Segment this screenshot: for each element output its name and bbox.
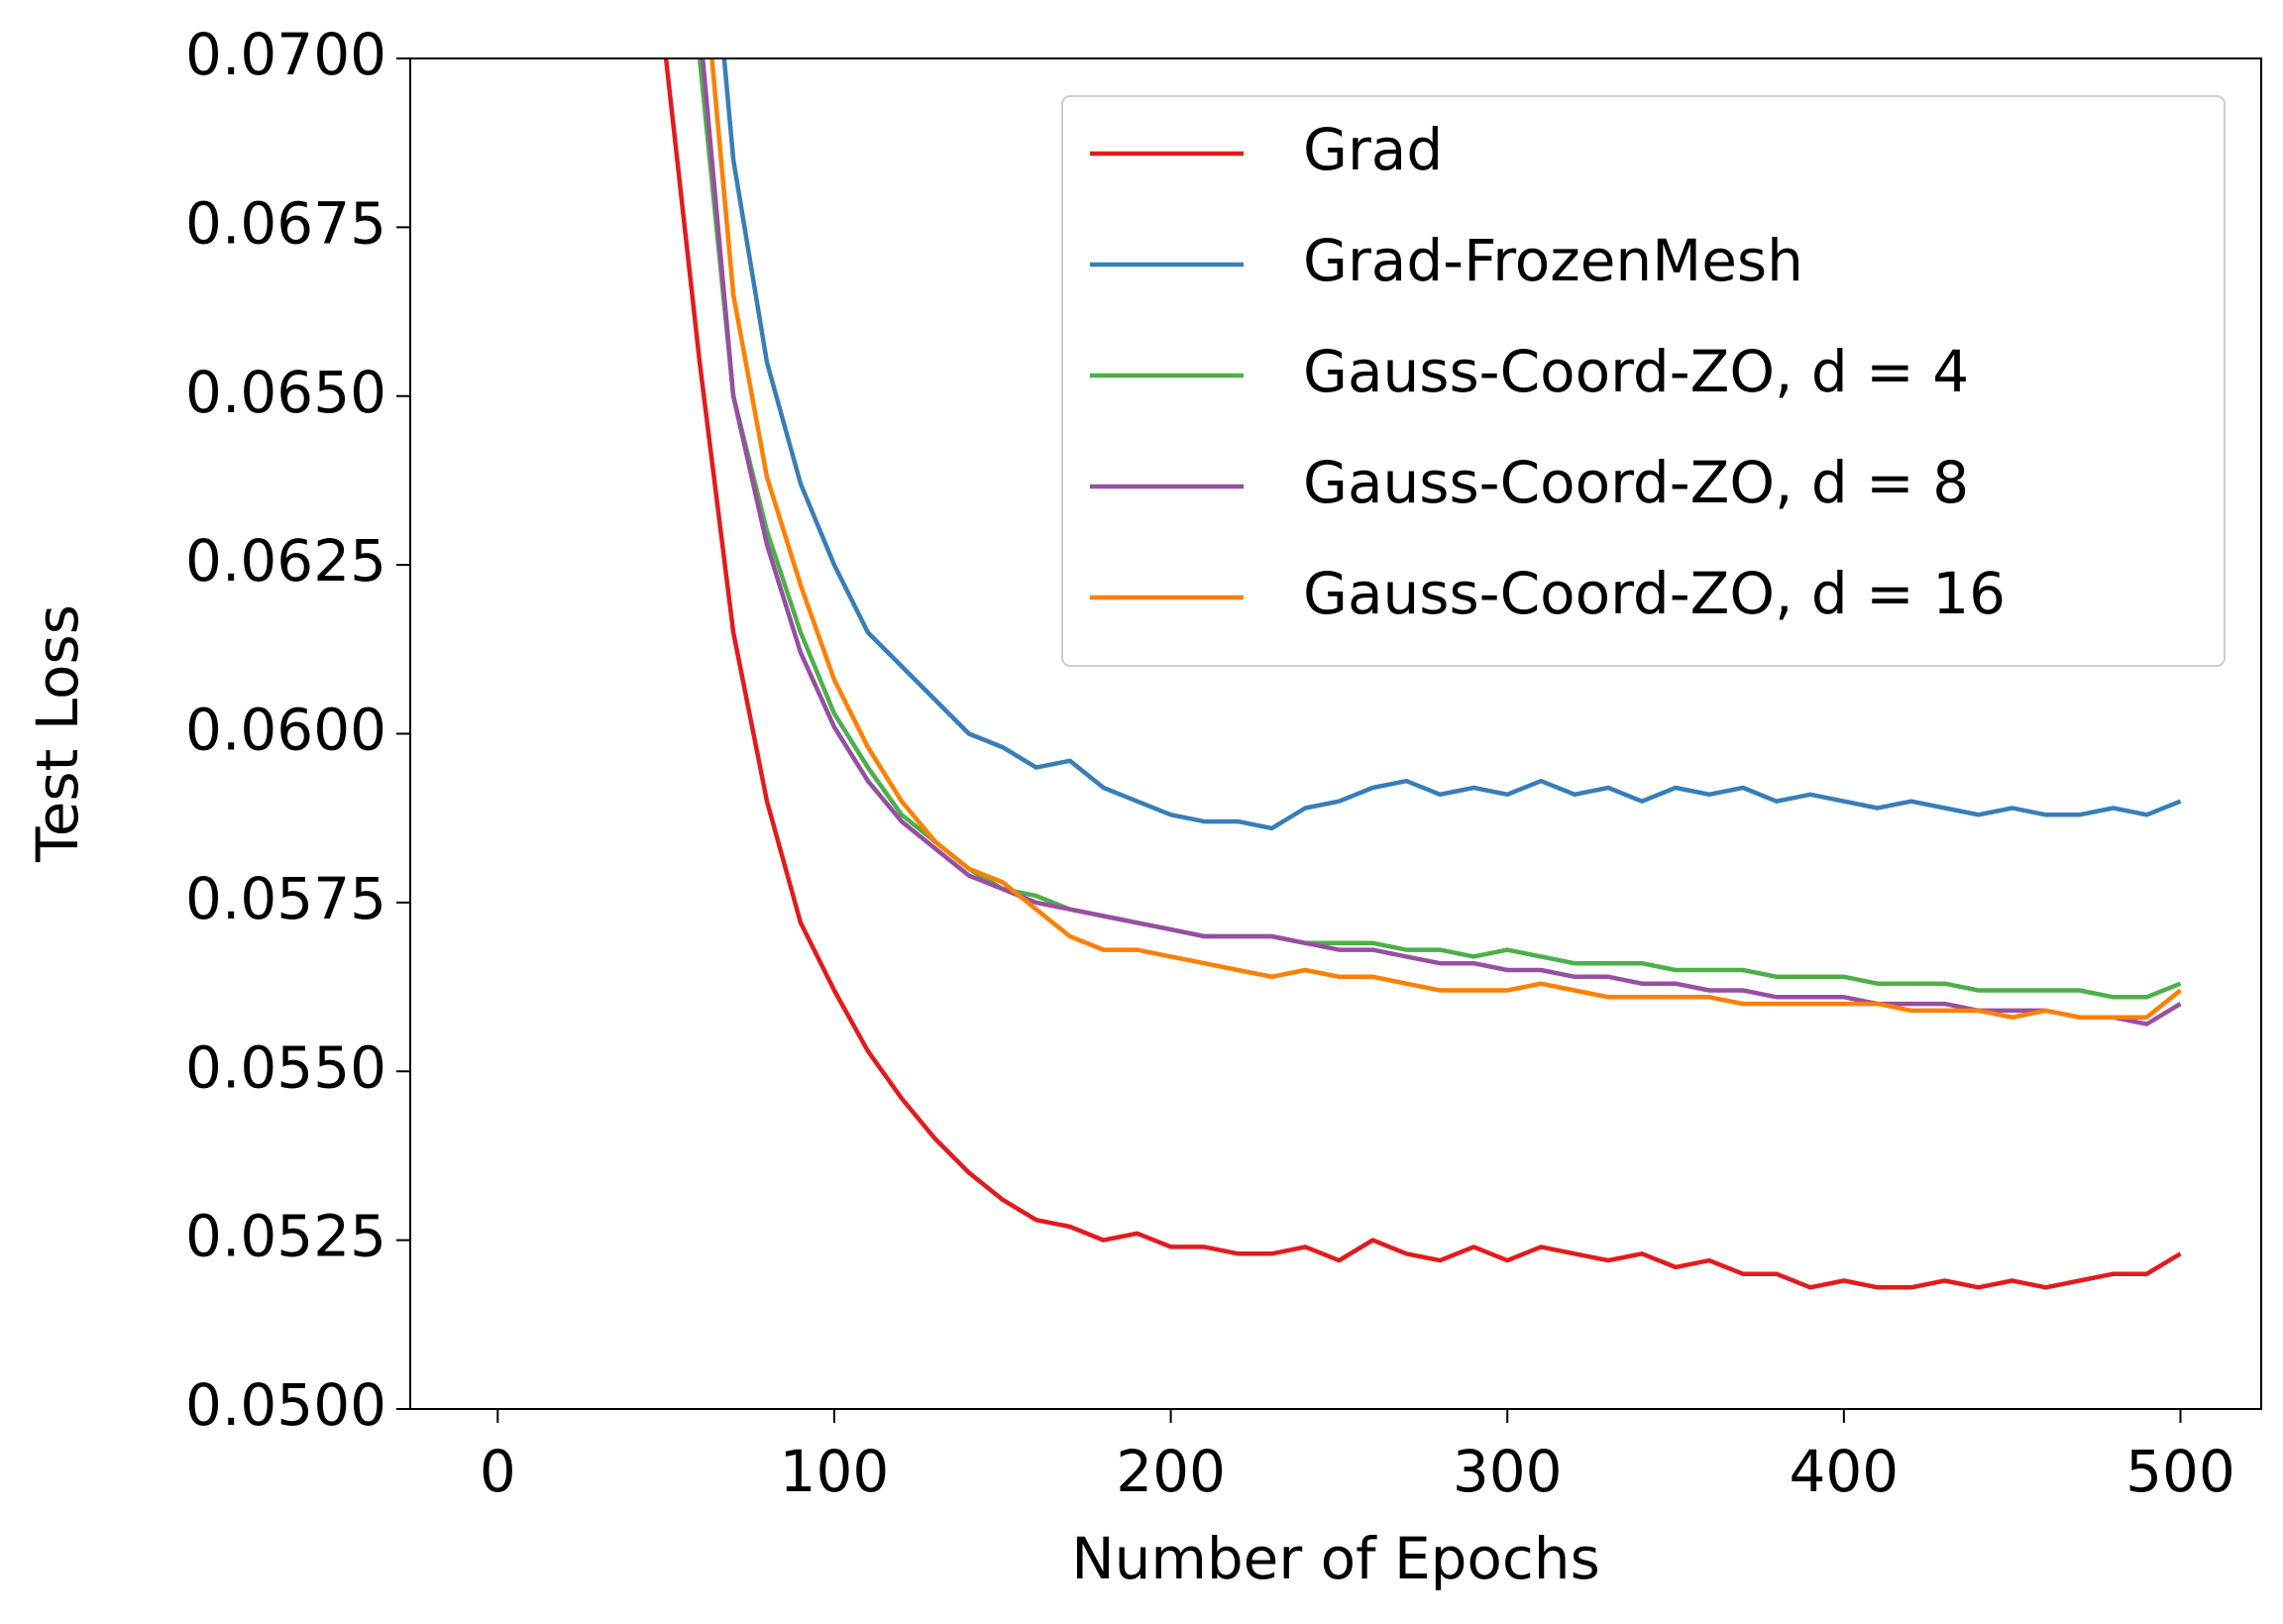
y-tick-label: 0.0500 [185, 1371, 386, 1439]
y-tick-label: 0.0525 [185, 1203, 386, 1270]
legend-label: Grad [1303, 116, 1443, 183]
series-line [663, 58, 2182, 1290]
y-tick-label: 0.0675 [185, 189, 386, 257]
y-tick-label: 0.0575 [185, 865, 386, 932]
x-tick-label: 0 [480, 1438, 516, 1505]
y-tick-label: 0.0550 [185, 1033, 386, 1101]
x-tick-label: 100 [780, 1438, 890, 1505]
y-tick-label: 0.0600 [185, 697, 386, 764]
x-tick-label: 300 [1453, 1438, 1563, 1505]
y-tick-label: 0.0700 [185, 21, 386, 88]
y-tick-label: 0.0650 [185, 359, 386, 426]
series-line [700, 58, 2182, 1027]
series-line [697, 58, 2182, 1000]
legend-label: Gauss-Coord-ZO, d = 8 [1303, 449, 1969, 516]
x-tick-label: 400 [1789, 1438, 1899, 1505]
legend-label: Grad-FrozenMesh [1303, 227, 1803, 294]
x-axis-label: Number of Epochs [1071, 1525, 1600, 1592]
x-tick-label: 500 [2125, 1438, 2235, 1505]
legend-label: Gauss-Coord-ZO, d = 16 [1303, 560, 2006, 627]
legend-label: Gauss-Coord-ZO, d = 4 [1303, 338, 1969, 405]
y-tick-label: 0.0625 [185, 527, 386, 595]
legend: Grad Grad-FrozenMesh Gauss-Coord-ZO, d = 4… [1061, 95, 2226, 667]
plot-lines [663, 58, 2182, 1290]
x-tick-label: 200 [1116, 1438, 1226, 1505]
legend-box [1061, 95, 2226, 667]
plot-frame [409, 57, 2262, 1410]
series-line [721, 58, 2182, 831]
y-axis-label: Test Loss [24, 604, 91, 863]
series-line [709, 58, 2182, 1020]
